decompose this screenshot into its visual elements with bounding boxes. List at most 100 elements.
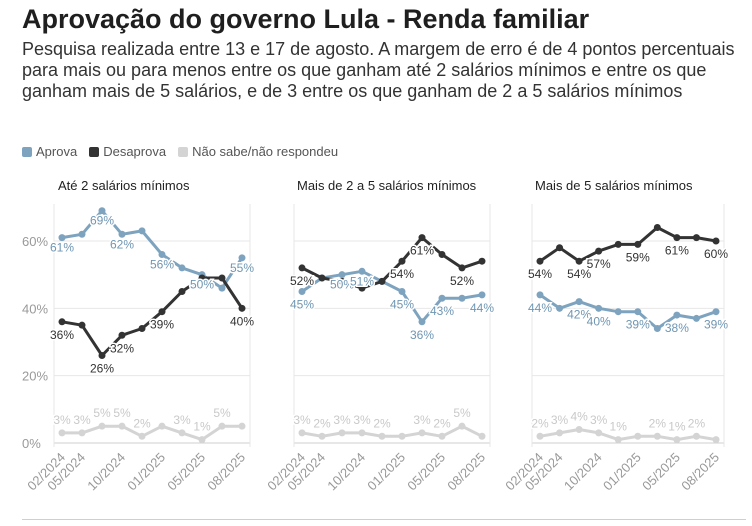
bottom-divider [22, 519, 746, 520]
data-label: 39% [704, 318, 728, 332]
series-line-1 [538, 226, 718, 263]
data-point [158, 422, 166, 430]
data-point [338, 271, 346, 279]
data-label: 40% [587, 314, 611, 328]
data-point [575, 426, 583, 434]
data-point [556, 429, 564, 437]
data-label: 56% [150, 257, 174, 271]
data-point [692, 432, 700, 440]
data-point [556, 304, 564, 312]
data-point [178, 429, 186, 437]
data-point [536, 291, 544, 299]
data-label: 3% [413, 413, 431, 427]
data-label: 1% [193, 420, 211, 434]
legend-label-aprova: Aprova [36, 144, 78, 159]
data-label: 2% [531, 416, 549, 430]
data-point [98, 351, 106, 359]
x-tick-label: 08/2025 [444, 450, 488, 494]
data-label: 26% [90, 361, 114, 375]
data-point [178, 264, 186, 272]
data-point [158, 308, 166, 316]
data-label: 44% [528, 301, 552, 315]
x-tick-label: 01/2025 [364, 450, 408, 494]
data-label: 2% [313, 416, 331, 430]
data-label: 61% [665, 244, 689, 258]
x-tick-label: 01/2025 [124, 450, 168, 494]
data-label: 52% [290, 274, 314, 288]
data-point [98, 422, 106, 430]
series-line-0 [300, 269, 484, 324]
data-label: 4% [570, 410, 588, 424]
data-point [438, 250, 446, 258]
data-point [198, 274, 206, 282]
panel-title: Mais de 5 salários mínimos [535, 178, 693, 193]
x-tick-label: 10/2024 [324, 450, 368, 494]
x-tick-label: 10/2024 [84, 450, 128, 494]
legend-item-aprova[interactable]: Aprova [22, 144, 77, 159]
legend-item-nao-sabe[interactable]: Não sabe/não respondeu [178, 144, 338, 159]
data-point [398, 288, 406, 295]
data-point [398, 257, 406, 265]
data-label: 2% [433, 416, 451, 430]
data-label: 3% [293, 413, 311, 427]
legend-swatch-desaprova [89, 146, 100, 157]
data-point [218, 284, 226, 292]
legend-swatch-nao-sabe [178, 146, 189, 157]
data-point [358, 429, 366, 437]
data-point [58, 429, 66, 437]
data-label: 2% [133, 416, 151, 430]
data-point [378, 277, 386, 285]
data-point [458, 294, 466, 302]
data-point [458, 422, 466, 430]
data-label: 45% [390, 298, 414, 312]
data-point [673, 311, 681, 319]
data-label: 45% [290, 298, 314, 312]
data-point [712, 237, 720, 245]
data-label: 39% [150, 318, 174, 332]
data-point [418, 429, 426, 437]
data-point [218, 274, 226, 282]
data-label: 59% [626, 250, 650, 264]
data-point [575, 257, 583, 265]
data-point [78, 230, 86, 238]
data-point [614, 240, 622, 248]
x-tick-label: 05/2025 [639, 450, 683, 494]
data-point [158, 250, 166, 258]
panel-title: Até 2 salários mínimos [58, 178, 190, 193]
data-label: 3% [353, 413, 371, 427]
data-label: 3% [333, 413, 351, 427]
legend-label-desaprova: Desaprova [103, 144, 167, 159]
legend-item-desaprova[interactable]: Desaprova [89, 144, 166, 159]
data-label: 1% [668, 420, 686, 434]
data-label: 5% [213, 406, 231, 420]
data-label: 5% [453, 406, 471, 420]
data-label: 54% [390, 267, 414, 281]
data-point [138, 227, 146, 235]
data-point [478, 257, 486, 265]
data-label: 3% [173, 413, 191, 427]
data-point [318, 274, 326, 282]
data-point [438, 432, 446, 440]
series-line-2 [60, 424, 244, 442]
data-label: 36% [410, 328, 434, 342]
data-label: 2% [688, 416, 706, 430]
legend-swatch-aprova [22, 146, 32, 157]
data-point [653, 224, 661, 232]
data-label: 3% [53, 413, 71, 427]
y-tick-label: 60% [22, 234, 48, 249]
data-point [595, 247, 603, 255]
series-line-2 [538, 428, 718, 442]
y-tick-label: 40% [22, 301, 48, 316]
data-point [138, 325, 146, 333]
data-label: 2% [649, 416, 667, 430]
data-point [478, 291, 486, 299]
data-point [238, 422, 246, 430]
data-point [692, 234, 700, 242]
data-point [595, 304, 603, 312]
data-point [634, 240, 642, 248]
data-point [478, 432, 486, 440]
data-point [673, 234, 681, 242]
data-label: 44% [470, 301, 494, 315]
data-point [298, 288, 306, 295]
data-point [458, 264, 466, 272]
